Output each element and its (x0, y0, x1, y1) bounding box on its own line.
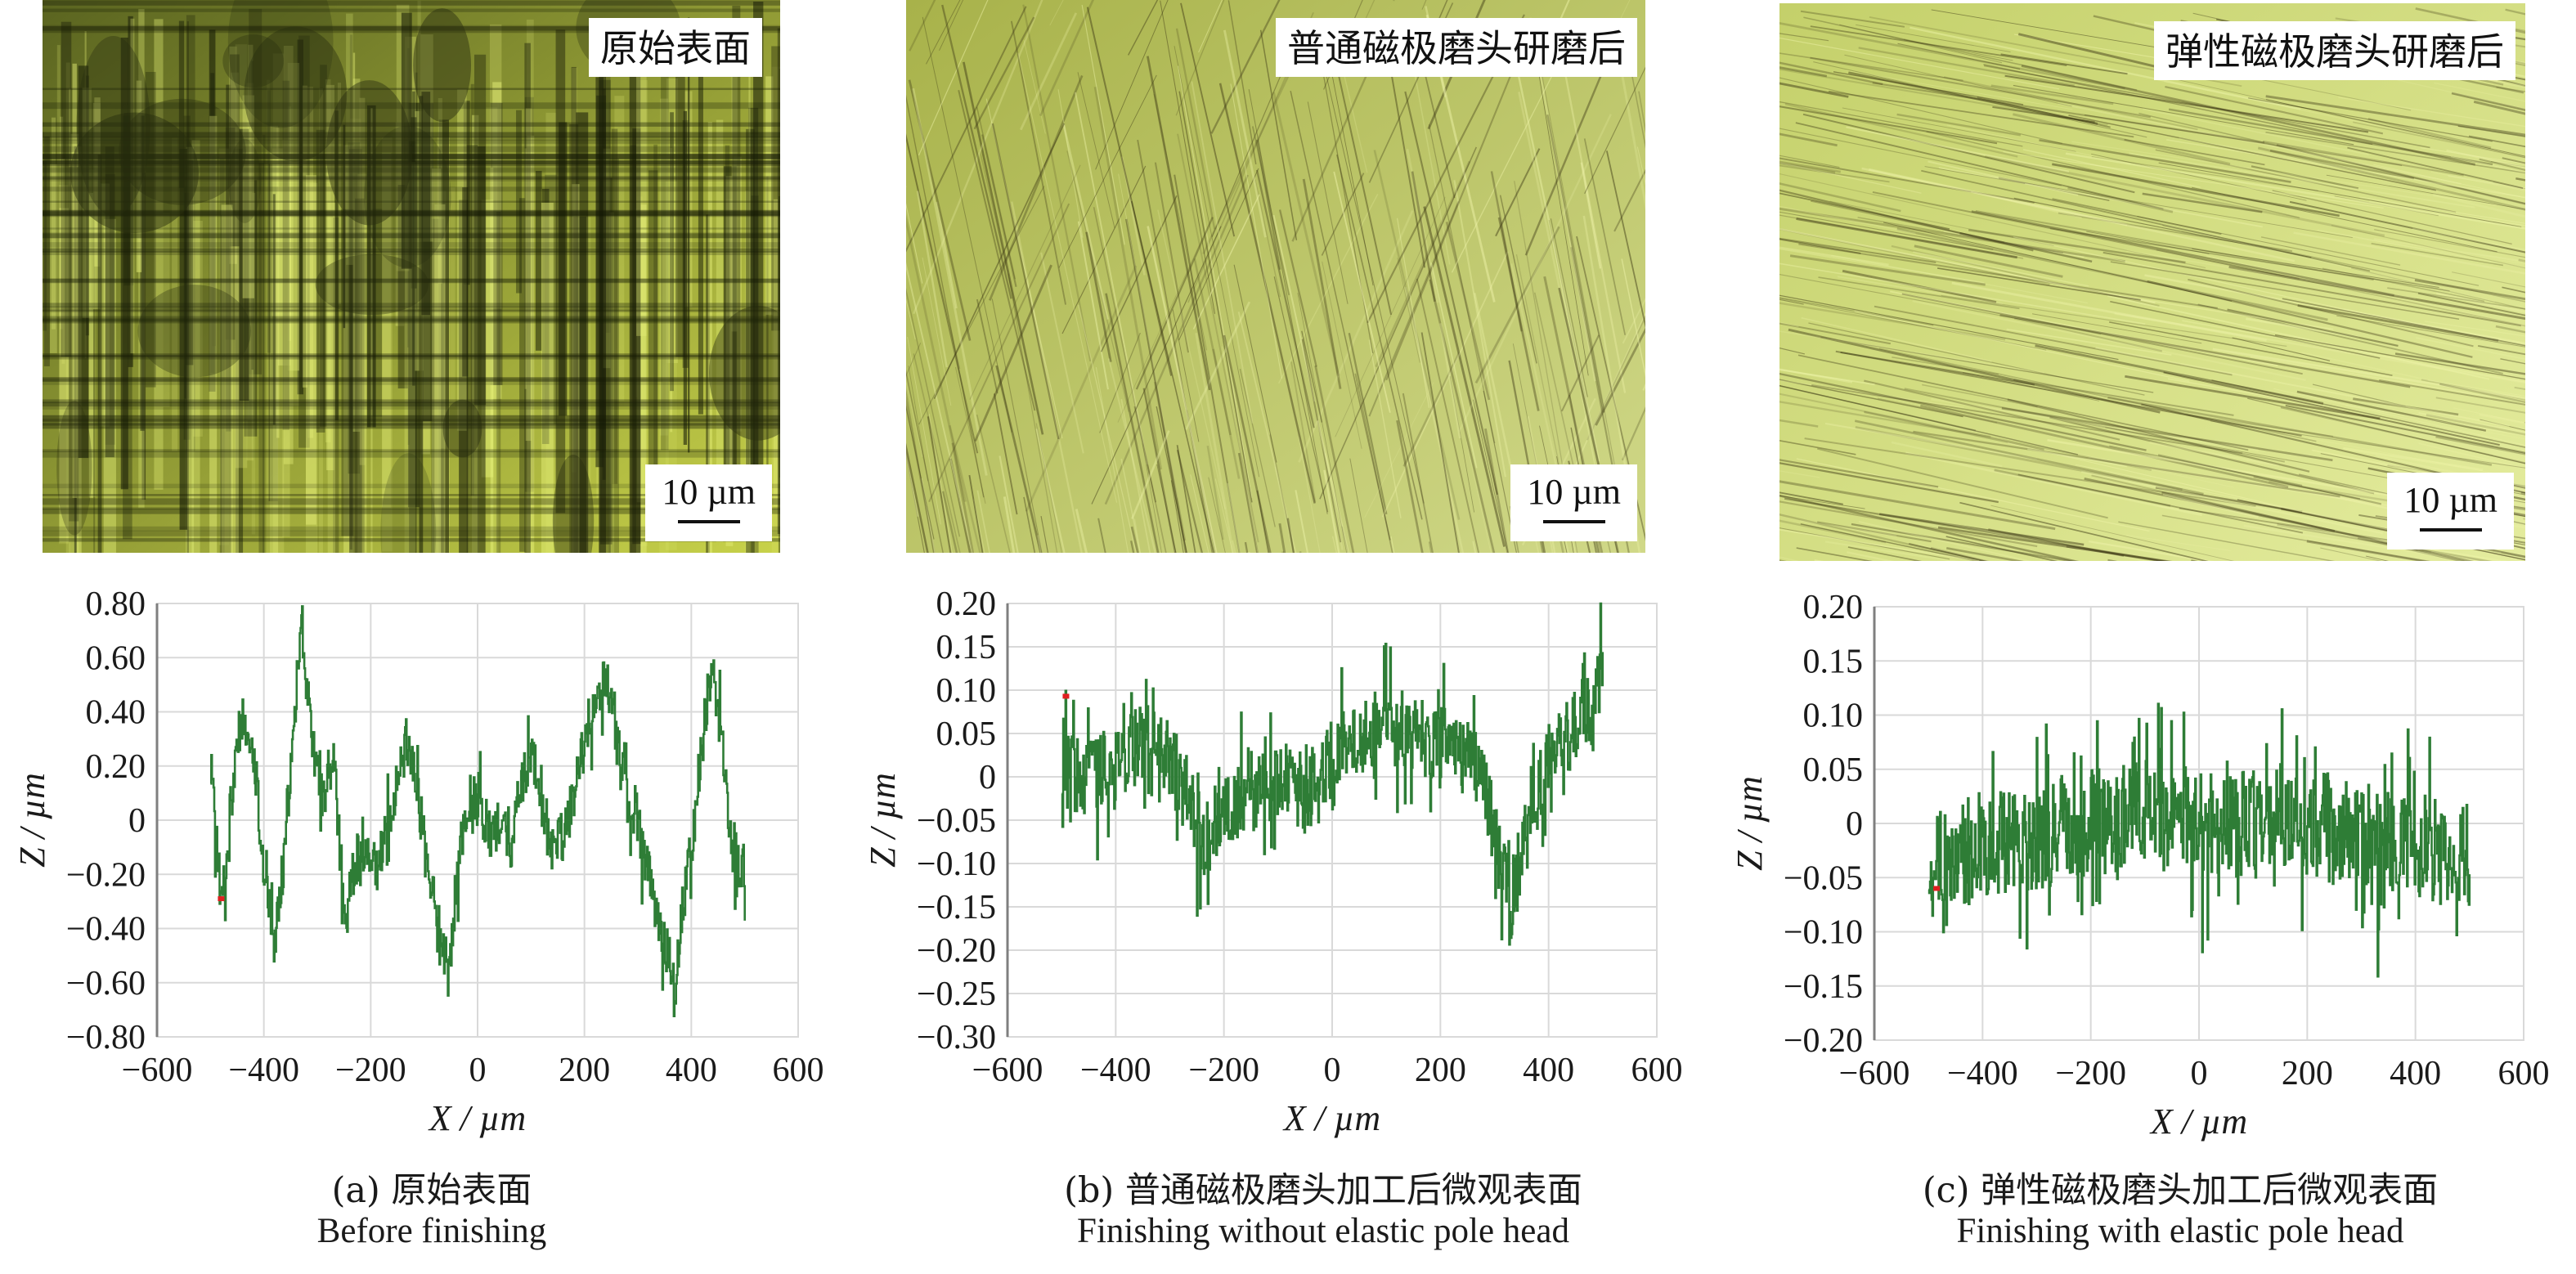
y-tick-label: 0.05 (1803, 751, 1864, 789)
y-tick-label: 0.60 (86, 639, 146, 677)
profile-chart-a: 0.80 0.60 0.40 0.20 0 −0.20 −0.40 −0.60 −0.80−60… (12, 585, 824, 1138)
x-tick-label: 200 (2282, 1055, 2333, 1092)
y-tick-label: 0 (1846, 805, 1863, 843)
x-tick-label: −200 (2055, 1055, 2126, 1092)
x-tick-label: −600 (972, 1052, 1043, 1089)
x-tick-label: −600 (1839, 1055, 1910, 1092)
caption-c-en: Finishing with elastic pole head (1956, 1212, 2404, 1251)
micrograph-texture (43, 0, 780, 553)
y-tick-label: −0.05 (917, 802, 996, 840)
y-tick-label: 0.10 (1803, 698, 1864, 735)
start-marker (218, 896, 225, 902)
y-tick-label: −0.20 (1784, 1022, 1863, 1060)
y-tick-label: −0.40 (66, 911, 146, 949)
y-tick-label: 0.40 (86, 694, 146, 732)
scale-bar: 10 µm (2387, 473, 2514, 550)
y-tick-label: −0.20 (66, 856, 146, 894)
y-tick-label: −0.20 (917, 932, 996, 970)
micrograph-original: 原始表面 10 µm (43, 0, 780, 553)
micrograph-label: 普通磁极磨头研磨后 (1276, 18, 1637, 77)
caption-c: (c) 弹性磁极磨头加工后微观表面 Finishing with elastic… (1796, 1170, 2565, 1252)
caption-a: (a) 原始表面 Before finishing (105, 1170, 759, 1252)
caption-a-cn: (a) 原始表面 (331, 1170, 532, 1211)
caption-b: (b) 普通磁极磨头加工后微观表面 Finishing without elas… (939, 1170, 1708, 1252)
x-tick-label: 0 (1324, 1052, 1341, 1089)
profile-chart-b: 0.20 0.15 0.10 0.05 0 −0.05 −0.10 −0.15 −0.20 −0.… (863, 585, 1683, 1138)
scale-bar-label: 10 µm (2403, 480, 2497, 520)
x-tick-label: 600 (773, 1052, 824, 1089)
micrograph-label: 原始表面 (589, 18, 762, 77)
micrograph-texture (906, 0, 1645, 553)
x-tick-label: 400 (1523, 1052, 1574, 1089)
x-tick-label: −400 (1947, 1055, 2018, 1092)
y-tick-label: 0.05 (936, 716, 997, 753)
profile-chart-c: 0.20 0.15 0.10 0.05 0 −0.05 −0.10 −0.15 −0.20−60… (1730, 589, 2550, 1142)
y-axis-label: Z / µm (12, 773, 52, 868)
y-tick-label: 0 (128, 802, 146, 840)
scale-bar-line (677, 520, 740, 523)
profile-trace (210, 605, 746, 1017)
x-tick-label: 200 (559, 1052, 610, 1089)
caption-b-cn: (b) 普通磁极磨头加工后微观表面 (1064, 1170, 1582, 1211)
y-axis-label: Z / µm (1730, 776, 1770, 871)
y-tick-label: 0.20 (86, 748, 146, 786)
y-tick-label: 0.15 (936, 629, 997, 666)
x-tick-label: 400 (2390, 1055, 2441, 1092)
x-tick-label: 600 (2498, 1055, 2550, 1092)
y-tick-label: −0.15 (917, 889, 996, 926)
micrograph-elastic: 弹性磁极磨头研磨后 10 µm (1779, 3, 2525, 561)
caption-c-cn: (c) 弹性磁极磨头加工后微观表面 (1922, 1170, 2439, 1211)
y-tick-label: −0.10 (1784, 914, 1863, 952)
scale-bar-label: 10 µm (1527, 472, 1621, 512)
start-marker (1933, 886, 1941, 891)
start-marker (1062, 693, 1070, 699)
profile-trace (1928, 702, 2471, 978)
scale-bar-line (2419, 528, 2482, 532)
x-tick-label: −200 (335, 1052, 406, 1089)
y-tick-label: −0.05 (1784, 859, 1863, 897)
x-tick-label: 400 (666, 1052, 717, 1089)
scale-bar: 10 µm (1510, 464, 1637, 541)
x-tick-label: −600 (122, 1052, 193, 1089)
y-tick-label: 0.20 (1803, 589, 1864, 626)
x-tick-label: 0 (2191, 1055, 2208, 1092)
y-tick-label: −0.30 (917, 1019, 996, 1056)
x-axis-label: X / µm (2149, 1101, 2247, 1142)
x-axis-label: X / µm (1282, 1098, 1380, 1138)
grid (1007, 603, 1658, 1038)
y-axis-label: Z / µm (863, 773, 903, 868)
caption-b-en: Finishing without elastic pole head (1077, 1212, 1569, 1251)
scale-bar-label: 10 µm (662, 472, 756, 512)
micrograph-standard: 普通磁极磨头研磨后 10 µm (906, 0, 1645, 553)
x-tick-label: 200 (1415, 1052, 1466, 1089)
x-tick-label: −400 (228, 1052, 299, 1089)
y-tick-label: −0.25 (917, 976, 996, 1013)
x-tick-label: −400 (1080, 1052, 1151, 1089)
micrograph-texture (1779, 3, 2525, 561)
scale-bar: 10 µm (645, 464, 772, 541)
y-tick-label: 0 (979, 759, 996, 796)
x-tick-label: 0 (469, 1052, 487, 1089)
x-axis-label: X / µm (428, 1098, 526, 1138)
y-tick-label: −0.60 (66, 965, 146, 1003)
y-tick-label: 0.80 (86, 585, 146, 623)
y-tick-label: −0.15 (1784, 968, 1863, 1006)
y-tick-label: 0.10 (936, 672, 997, 710)
y-tick-label: 0.15 (1803, 643, 1864, 680)
micrograph-label: 弹性磁极磨头研磨后 (2154, 21, 2515, 80)
y-tick-label: 0.20 (936, 585, 997, 623)
scale-bar-line (1542, 520, 1605, 523)
x-tick-label: −200 (1188, 1052, 1259, 1089)
y-tick-label: −0.10 (917, 846, 996, 883)
profile-trace (1061, 602, 1604, 946)
x-tick-label: 600 (1631, 1052, 1683, 1089)
caption-a-en: Before finishing (316, 1212, 547, 1251)
y-tick-label: −0.80 (66, 1019, 146, 1056)
